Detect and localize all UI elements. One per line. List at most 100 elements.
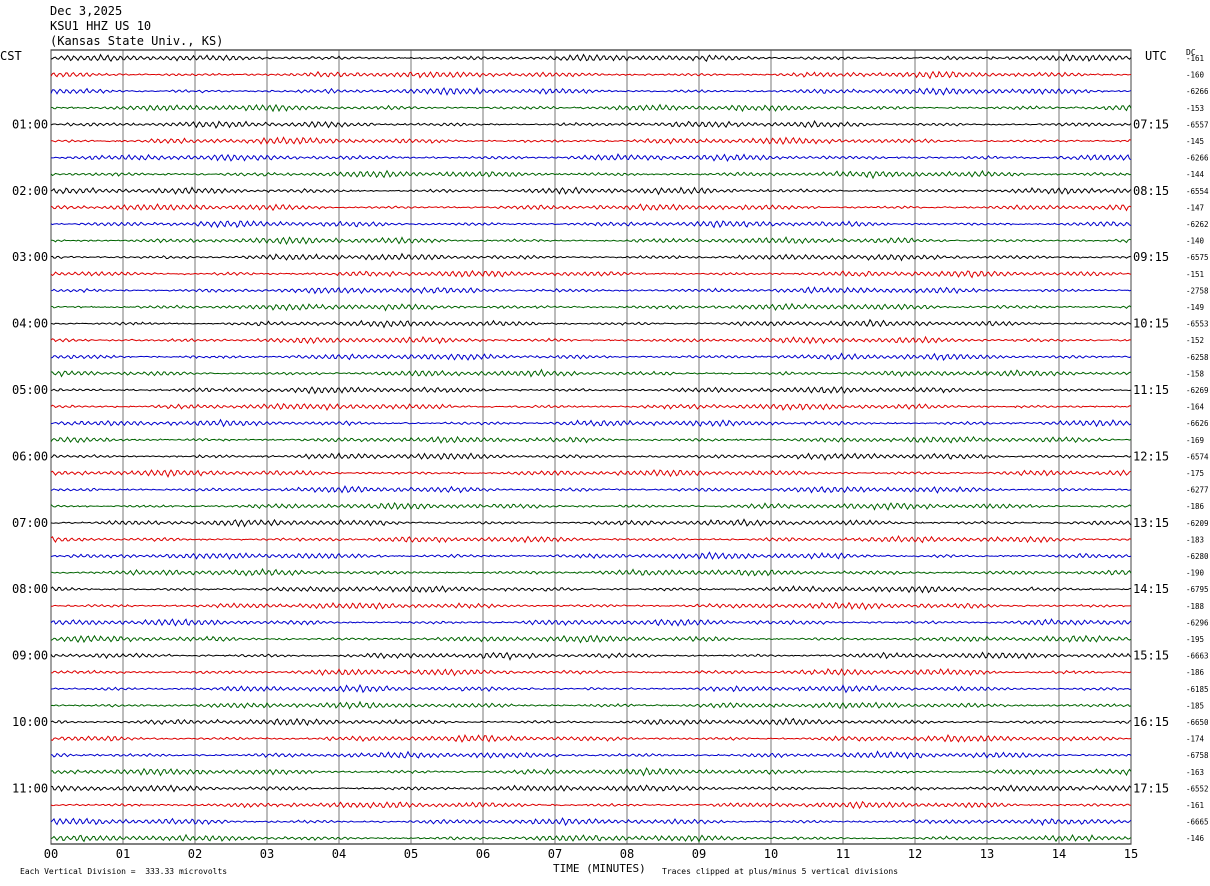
dc-offset-label: -6574 bbox=[1186, 452, 1209, 461]
seismic-trace bbox=[50, 318, 1132, 329]
dc-offset-label: -151 bbox=[1186, 270, 1204, 279]
utc-hour-label: 08:15 bbox=[1133, 184, 1169, 198]
utc-hour-label: 12:15 bbox=[1133, 449, 1169, 463]
x-tick-label: 10 bbox=[764, 847, 778, 861]
seismic-trace bbox=[50, 567, 1132, 577]
dc-offset-label: -6277 bbox=[1186, 486, 1209, 495]
seismic-trace bbox=[50, 386, 1132, 395]
dc-offset-label: -6185 bbox=[1186, 685, 1209, 694]
seismic-trace bbox=[50, 734, 1132, 743]
seismic-trace bbox=[50, 634, 1132, 644]
header-date: Dec 3,2025 bbox=[50, 4, 123, 18]
dc-offset-label: -140 bbox=[1186, 237, 1205, 246]
cst-hour-label: 02:00 bbox=[12, 184, 48, 198]
x-tick-label: 12 bbox=[908, 847, 922, 861]
utc-hour-label: 11:15 bbox=[1133, 383, 1169, 397]
cst-hour-label: 03:00 bbox=[12, 250, 48, 264]
seismic-trace bbox=[50, 684, 1132, 694]
dc-offset-label: -169 bbox=[1186, 436, 1204, 445]
x-tick-label: 03 bbox=[260, 847, 274, 861]
seismic-trace bbox=[50, 750, 1132, 760]
seismic-trace bbox=[50, 800, 1132, 810]
dc-offset-label: -146 bbox=[1186, 834, 1205, 843]
cst-hour-label: 06:00 bbox=[12, 449, 48, 463]
dc-offset-label: -152 bbox=[1186, 336, 1204, 345]
dc-offset-label: -161 bbox=[1186, 801, 1204, 810]
utc-hour-label: 10:15 bbox=[1133, 317, 1169, 331]
dc-offset-label: -149 bbox=[1186, 303, 1204, 312]
cst-hour-label: 05:00 bbox=[12, 383, 48, 397]
seismic-trace bbox=[50, 700, 1132, 710]
x-tick-label: 08 bbox=[620, 847, 634, 861]
seismic-trace bbox=[50, 667, 1132, 677]
seismic-trace bbox=[50, 469, 1132, 478]
seismic-trace bbox=[51, 236, 1132, 246]
seismic-trace bbox=[50, 518, 1132, 528]
cst-hour-label: 04:00 bbox=[12, 317, 48, 331]
cst-hour-label: 01:00 bbox=[12, 117, 48, 131]
seismic-trace bbox=[50, 120, 1132, 129]
seismic-trace bbox=[51, 136, 1132, 146]
label-layer: 00 01 02 03 04 05 06 07 08 09 10 11 12 13 14 15 -161 -160… bbox=[12, 54, 1209, 861]
seismic-trace bbox=[50, 169, 1132, 180]
seismic-trace bbox=[50, 784, 1132, 793]
seismic-trace bbox=[50, 335, 1132, 345]
dc-offset-label: -6626 bbox=[1186, 419, 1209, 428]
seismic-trace bbox=[50, 817, 1132, 827]
header-location: (Kansas State Univ., KS) bbox=[50, 34, 224, 48]
utc-hour-label: 15:15 bbox=[1133, 649, 1169, 663]
dc-offset-label: -6553 bbox=[1186, 320, 1209, 329]
dc-offset-label: -6575 bbox=[1186, 253, 1209, 262]
seismic-trace bbox=[50, 717, 1132, 726]
dc-offset-label: -6557 bbox=[1186, 120, 1209, 129]
x-tick-label: 06 bbox=[476, 847, 490, 861]
seismic-trace bbox=[50, 153, 1132, 163]
dc-offset-label: -186 bbox=[1186, 502, 1205, 511]
seismic-trace bbox=[50, 585, 1132, 594]
division-note: Each Vertical Division = 333.33 microvol… bbox=[20, 867, 228, 876]
dc-offset-label: -6266 bbox=[1186, 87, 1209, 96]
utc-axis-label: UTC bbox=[1145, 49, 1167, 63]
dc-offset-label: -144 bbox=[1186, 170, 1205, 179]
dc-offset-label: -190 bbox=[1186, 569, 1205, 578]
dc-offset-label: -147 bbox=[1186, 203, 1204, 212]
seismic-trace bbox=[50, 220, 1132, 229]
dc-offset-label: -6663 bbox=[1186, 652, 1209, 661]
x-tick-label: 14 bbox=[1052, 847, 1066, 861]
dc-offset-label: -185 bbox=[1186, 701, 1204, 710]
seismic-trace bbox=[50, 70, 1132, 80]
x-tick-label: 01 bbox=[116, 847, 130, 861]
seismic-trace bbox=[50, 651, 1132, 661]
seismic-trace bbox=[50, 534, 1132, 544]
seismic-trace bbox=[50, 452, 1132, 462]
x-tick-label: 04 bbox=[332, 847, 346, 861]
dc-offset-label: -6795 bbox=[1186, 585, 1209, 594]
header-station: KSU1 HHZ US 10 bbox=[50, 19, 152, 33]
seismic-trace bbox=[50, 286, 1132, 295]
dc-offset-label: -163 bbox=[1186, 768, 1204, 777]
cst-hour-label: 11:00 bbox=[12, 781, 48, 795]
dc-offset-label: -6262 bbox=[1186, 220, 1209, 229]
dc-offset-label: -6266 bbox=[1186, 154, 1209, 163]
dc-offset-label: -174 bbox=[1186, 735, 1205, 744]
grid-layer bbox=[50, 49, 1132, 845]
dc-offset-label: -6650 bbox=[1186, 718, 1209, 727]
dc-offset-label: -164 bbox=[1186, 403, 1205, 412]
seismic-trace bbox=[50, 368, 1132, 378]
cst-hour-label: 07:00 bbox=[12, 516, 48, 530]
dc-offset-label: -158 bbox=[1186, 369, 1205, 378]
seismic-trace bbox=[50, 352, 1132, 361]
dc-offset-label: -183 bbox=[1186, 535, 1204, 544]
utc-hour-label: 14:15 bbox=[1133, 582, 1169, 596]
x-tick-label: 09 bbox=[692, 847, 706, 861]
x-tick-label: 05 bbox=[404, 847, 418, 861]
seismic-trace bbox=[50, 269, 1132, 279]
utc-hour-label: 13:15 bbox=[1133, 516, 1169, 530]
x-tick-label: 11 bbox=[836, 847, 850, 861]
seismic-trace bbox=[50, 833, 1132, 843]
utc-hour-label: 16:15 bbox=[1133, 715, 1169, 729]
seismic-trace bbox=[50, 601, 1132, 611]
utc-hour-label: 09:15 bbox=[1133, 250, 1169, 264]
cst-hour-label: 09:00 bbox=[12, 649, 48, 663]
